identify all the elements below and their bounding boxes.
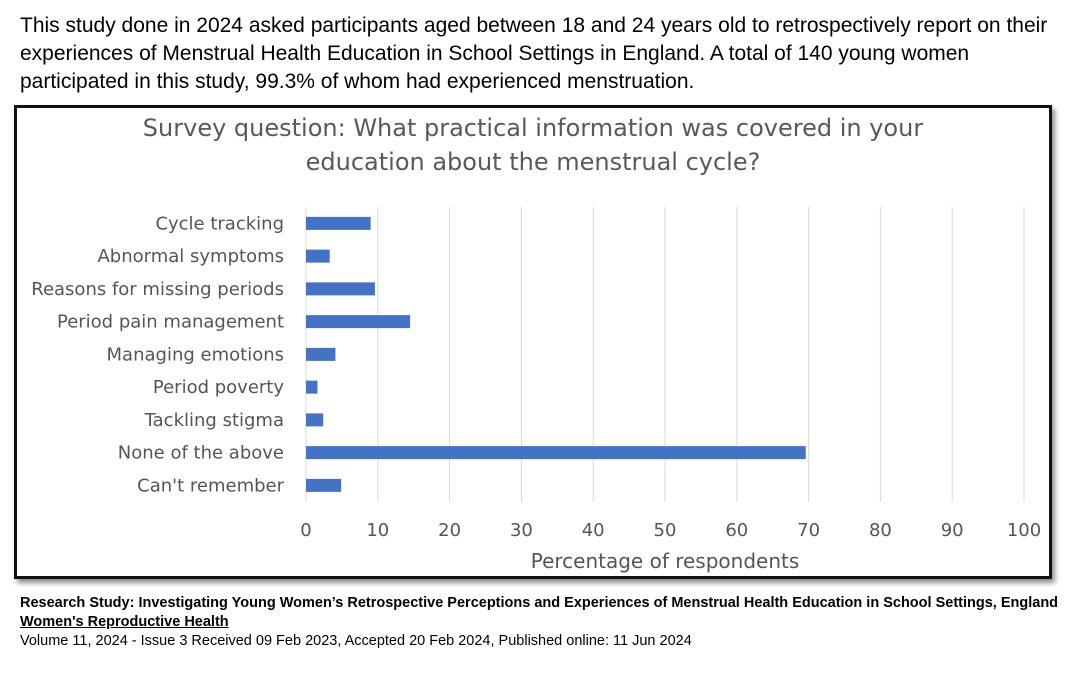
bar-chart: Survey question: What practical informat…	[31, 114, 1041, 573]
citation-footer: Research Study: Investigating Young Wome…	[20, 594, 1065, 651]
bar	[306, 249, 330, 263]
publication-details: Volume 11, 2024 - Issue 3 Received 09 Fe…	[20, 633, 692, 649]
bar	[306, 216, 371, 230]
category-label: Managing emotions	[107, 344, 284, 365]
bar	[306, 380, 318, 394]
bar	[306, 446, 806, 460]
category-label: Period pain management	[57, 312, 284, 333]
x-tick-label: 60	[725, 520, 748, 541]
x-axis-title: Percentage of respondents	[531, 549, 800, 573]
category-label: Period poverty	[153, 377, 284, 398]
x-tick-label: 100	[1007, 520, 1041, 541]
x-tick-label: 20	[438, 520, 461, 541]
bar	[306, 478, 342, 492]
category-label: Tackling stigma	[144, 410, 284, 431]
category-label: Abnormal symptoms	[97, 246, 284, 267]
category-label: Reasons for missing periods	[31, 279, 284, 300]
x-tick-label: 50	[654, 520, 677, 541]
intro-text: This study done in 2024 asked participan…	[20, 14, 1048, 93]
x-tick-label: 10	[366, 520, 389, 541]
chart-title-line: education about the menstrual cycle?	[306, 148, 761, 176]
x-tick-label: 0	[300, 520, 311, 541]
chart-title-line: Survey question: What practical informat…	[143, 114, 924, 142]
x-tick-label: 40	[582, 520, 605, 541]
bar	[306, 413, 324, 427]
bar	[306, 347, 336, 361]
category-label: Can't remember	[137, 475, 284, 496]
category-label: None of the above	[118, 443, 284, 464]
x-tick-label: 70	[797, 520, 820, 541]
chart-frame: Survey question: What practical informat…	[14, 105, 1052, 579]
bar	[306, 315, 411, 329]
study-title: Research Study: Investigating Young Wome…	[20, 595, 1059, 611]
x-tick-label: 80	[869, 520, 892, 541]
x-tick-label: 90	[941, 520, 964, 541]
x-tick-label: 30	[510, 520, 533, 541]
bar	[306, 282, 375, 296]
category-label: Cycle tracking	[155, 213, 284, 234]
journal-link[interactable]: Women's Reproductive Health	[20, 614, 229, 630]
